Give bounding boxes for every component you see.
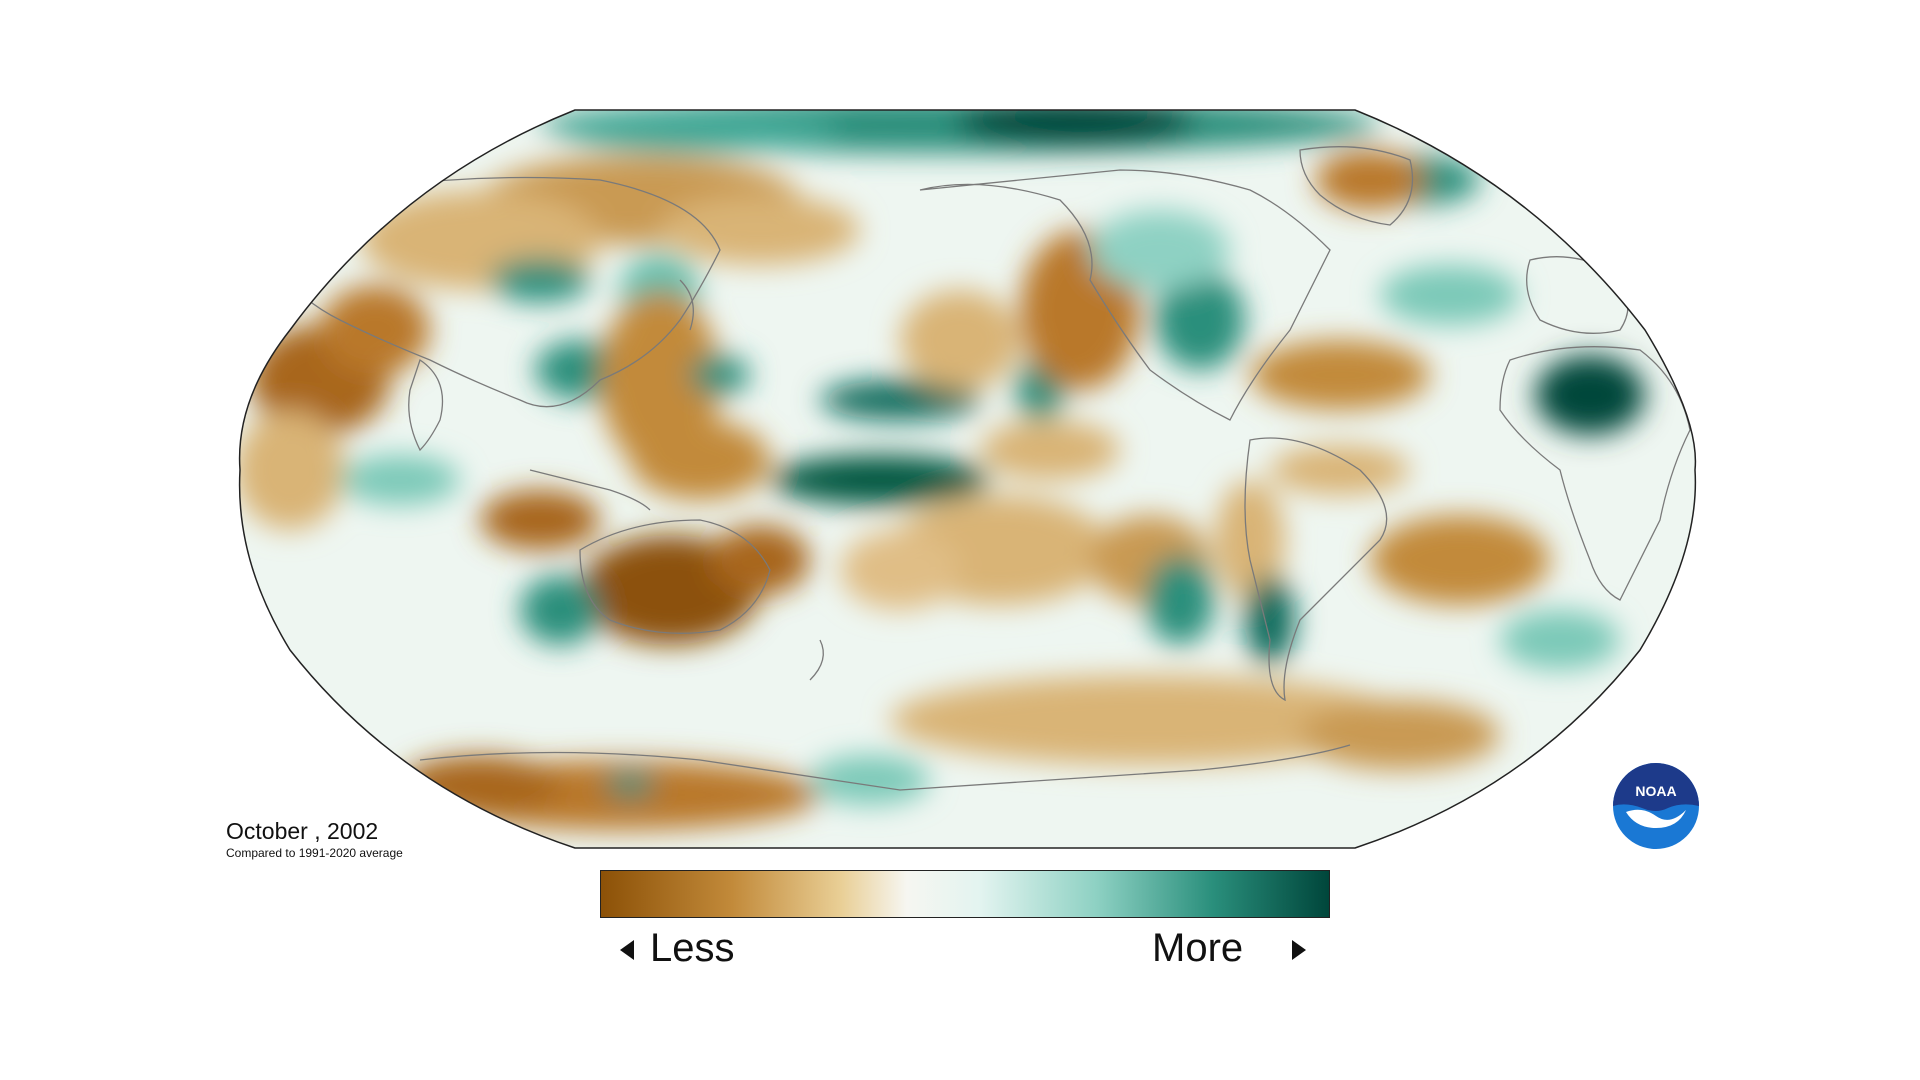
noaa-logo-text: NOAA [1635, 783, 1676, 799]
legend-color-bar [600, 870, 1330, 918]
anomaly-field [239, 110, 1696, 848]
map-caption-title: October , 2002 [226, 818, 379, 844]
legend-less-label: Less [650, 926, 735, 970]
map-caption-subtitle: Compared to 1991-2020 average [226, 846, 403, 860]
globe-border [238, 109, 1697, 849]
right-arrow-icon [1292, 940, 1306, 960]
noaa-logo-icon: NOAA [1613, 763, 1699, 849]
legend-gradient [601, 871, 1329, 917]
left-arrow-icon [620, 940, 634, 960]
legend-more-label: More [1152, 926, 1244, 970]
